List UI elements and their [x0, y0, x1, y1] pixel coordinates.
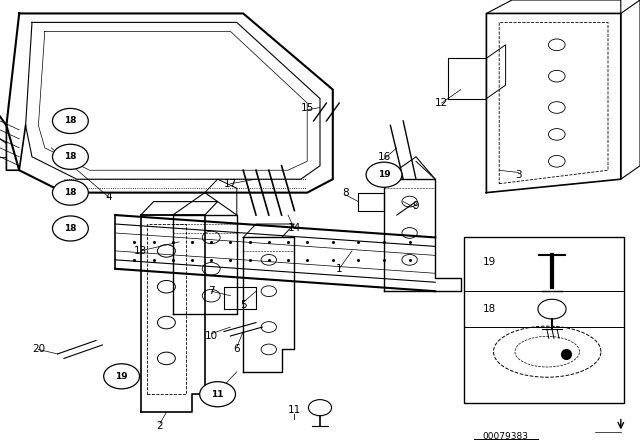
Text: 18: 18	[64, 116, 77, 125]
Text: 18: 18	[483, 304, 497, 314]
Circle shape	[200, 382, 236, 407]
Text: 9: 9	[413, 201, 419, 211]
Text: 5: 5	[240, 300, 246, 310]
Text: 2: 2	[157, 421, 163, 431]
Text: 17: 17	[224, 179, 237, 189]
Text: 7: 7	[208, 286, 214, 296]
Text: 12: 12	[435, 98, 448, 108]
Circle shape	[366, 162, 402, 187]
Text: 16: 16	[378, 152, 390, 162]
Circle shape	[52, 216, 88, 241]
Circle shape	[52, 108, 88, 134]
Circle shape	[104, 364, 140, 389]
Circle shape	[52, 180, 88, 205]
Text: 3: 3	[515, 170, 522, 180]
Text: 19: 19	[378, 170, 390, 179]
Text: 18: 18	[64, 188, 77, 197]
Text: 15: 15	[301, 103, 314, 112]
Text: 11: 11	[211, 390, 224, 399]
Text: 14: 14	[288, 224, 301, 233]
Text: 13: 13	[134, 246, 147, 256]
Text: 18: 18	[64, 152, 77, 161]
Text: 19: 19	[483, 257, 497, 267]
Text: 6: 6	[234, 345, 240, 354]
Text: 10: 10	[205, 331, 218, 341]
Text: 1: 1	[336, 264, 342, 274]
Text: 11: 11	[288, 405, 301, 415]
Text: 00079383: 00079383	[483, 432, 529, 441]
Text: 8: 8	[342, 188, 349, 198]
Text: 20: 20	[32, 345, 45, 354]
Text: 19: 19	[115, 372, 128, 381]
Text: 4: 4	[106, 192, 112, 202]
Text: 18: 18	[64, 224, 77, 233]
Circle shape	[52, 144, 88, 169]
